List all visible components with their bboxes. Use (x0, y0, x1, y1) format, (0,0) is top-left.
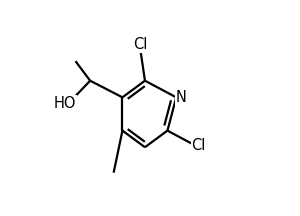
Text: N: N (176, 90, 187, 105)
Text: Cl: Cl (133, 37, 147, 52)
Text: Cl: Cl (192, 138, 206, 153)
Text: HO: HO (54, 96, 76, 111)
